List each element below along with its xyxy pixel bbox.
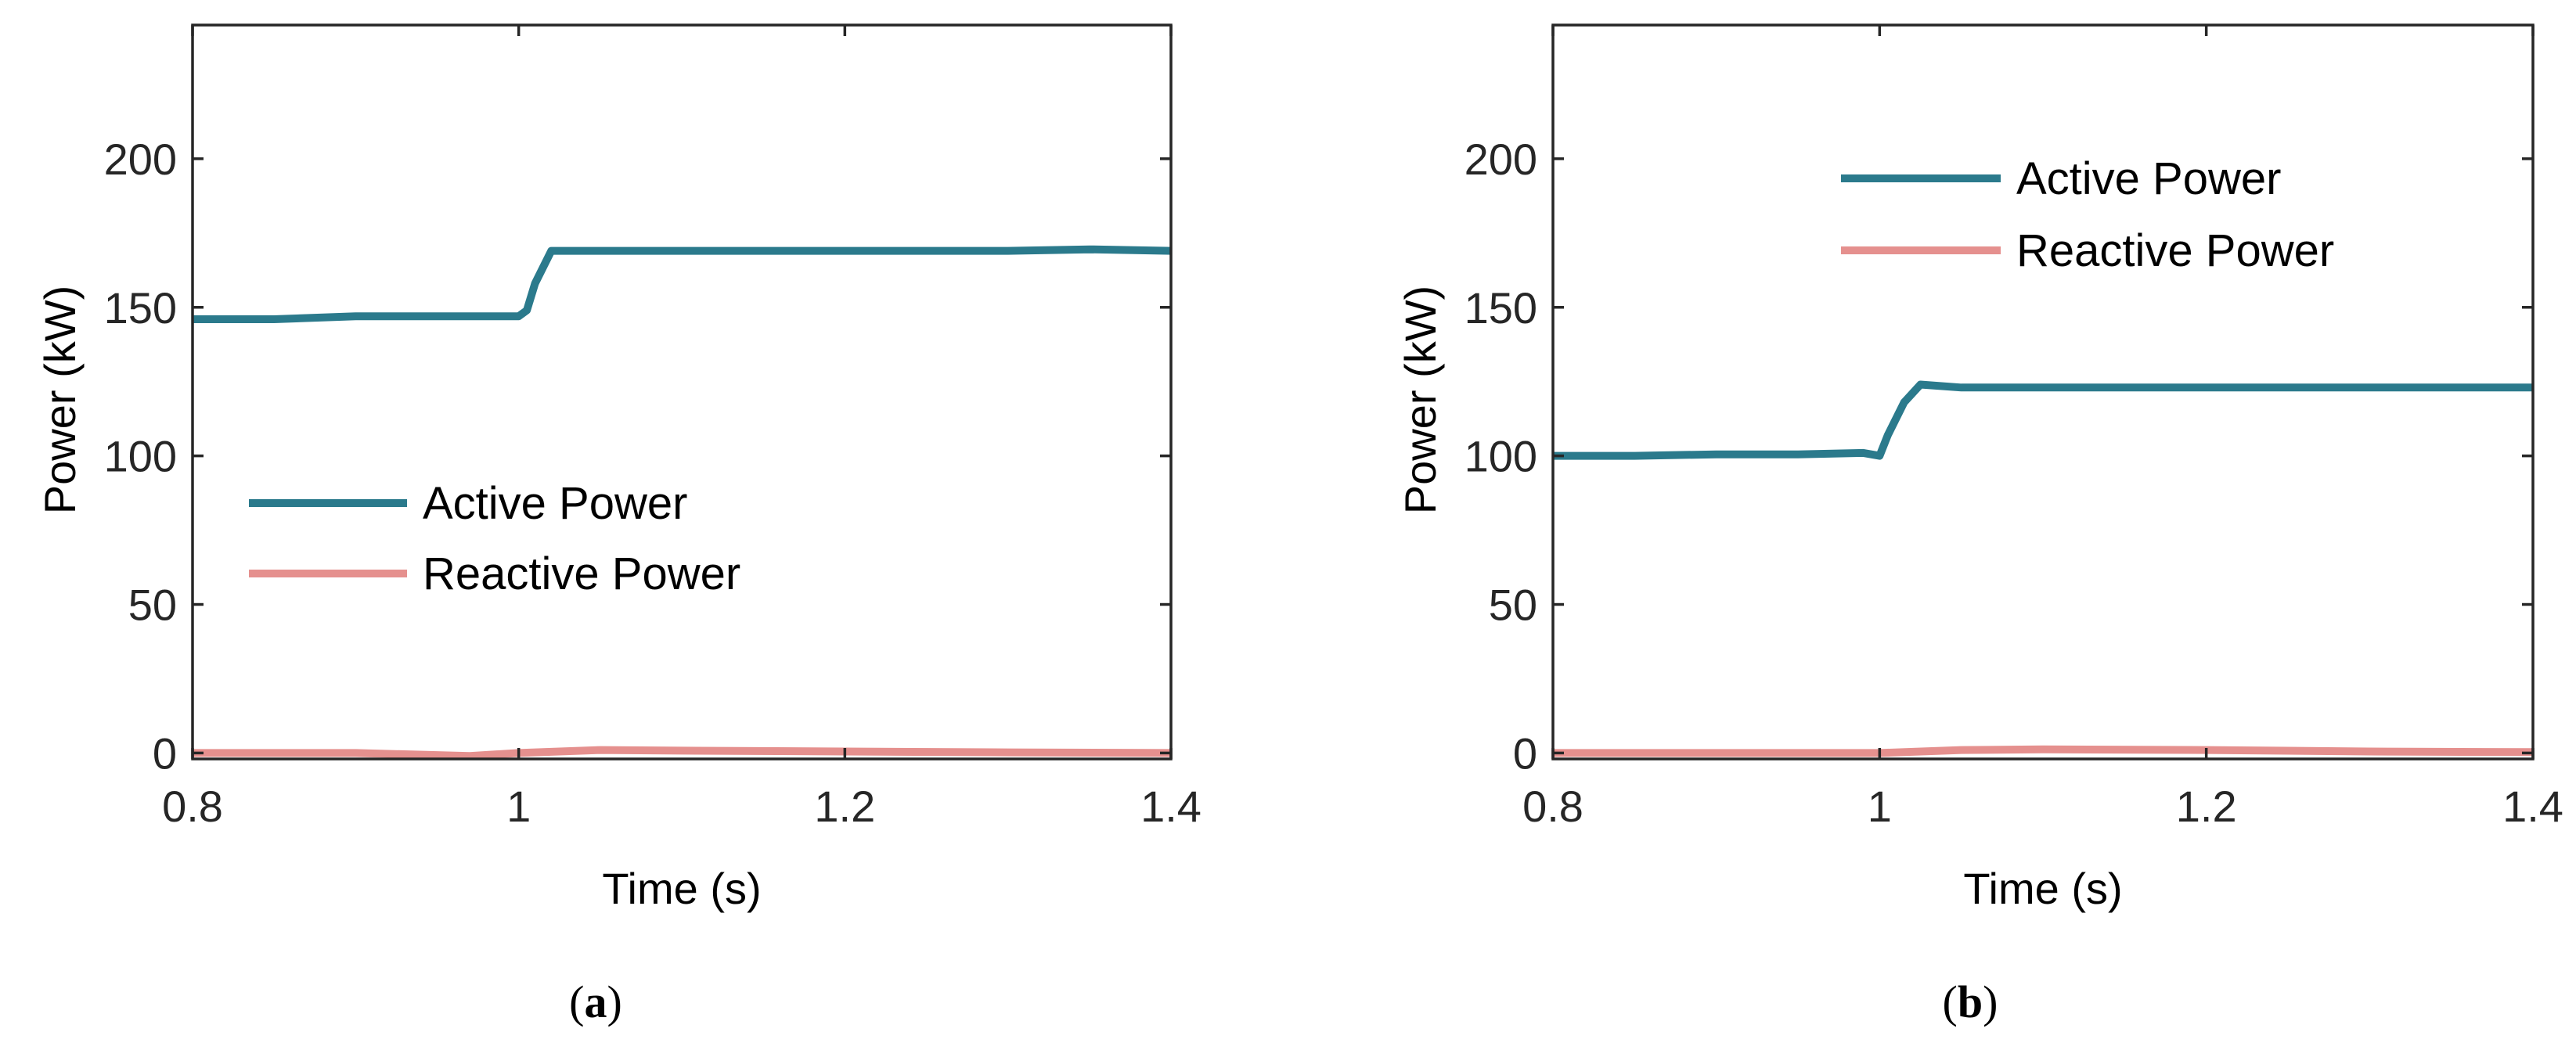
y-axis-title: Power (kW) [35, 286, 85, 514]
y-tick-label: 200 [104, 135, 177, 184]
y-tick-label: 0 [1513, 728, 1537, 778]
x-tick-label: 1 [506, 782, 531, 831]
caption-letter: a [585, 976, 607, 1027]
x-tick-label: 0.8 [162, 782, 223, 831]
series-line-active-power [193, 245, 1172, 323]
caption-letter: b [1958, 976, 1983, 1027]
x-tick-label: 0.8 [1522, 782, 1583, 831]
x-tick-label: 1.2 [814, 782, 875, 831]
legend-label: Active Power [2016, 153, 2281, 204]
caption-open-paren: ( [569, 976, 584, 1027]
series-line-active-power [1553, 380, 2533, 460]
legend: Active Power Reactive Power [249, 478, 740, 599]
panel-caption: (a) [569, 976, 622, 1027]
panel-caption: (b) [1943, 976, 1998, 1027]
y-tick-label: 0 [153, 728, 177, 778]
y-tick-label: 100 [1465, 432, 1537, 481]
series-line-reactive-power [193, 746, 1172, 761]
x-tick-label: 1 [1868, 782, 1892, 831]
y-axis-title: Power (kW) [1396, 286, 1445, 514]
plot-area-frame [191, 23, 1173, 761]
x-axis-title: Time (s) [602, 864, 761, 913]
legend: Active Power Reactive Power [1841, 153, 2334, 276]
y-tick-label: 200 [1465, 135, 1537, 184]
y-tick-label: 50 [1489, 581, 1537, 630]
caption-close-paren: ) [607, 976, 622, 1027]
chart-panel-b: 0.8 1 1.2 1.4 0 50 100 150 200 Time (s) Power (kW)… [1396, 23, 2563, 1027]
y-tick-label: 150 [104, 283, 177, 333]
x-axis-title: Time (s) [1963, 864, 2122, 913]
y-tick-label: 100 [104, 432, 177, 481]
x-tick-label: 1.4 [2502, 782, 2563, 831]
y-tick-label: 150 [1465, 283, 1537, 333]
series-line-reactive-power [1553, 745, 2534, 757]
x-tick-label: 1.4 [1140, 782, 1202, 831]
caption-close-paren: ) [1983, 976, 1998, 1027]
legend-label: Active Power [423, 478, 687, 529]
caption-open-paren: ( [1943, 976, 1958, 1027]
y-tick-label: 50 [128, 581, 177, 630]
legend-label: Reactive Power [2016, 225, 2334, 276]
legend-label: Reactive Power [423, 548, 740, 599]
chart-panel-a: 0.8 1 1.2 1.4 0 50 100 150 200 Time (s) Power (kW)… [35, 23, 1202, 1027]
plot-area-frame [1551, 23, 2535, 761]
x-tick-label: 1.2 [2176, 782, 2237, 831]
